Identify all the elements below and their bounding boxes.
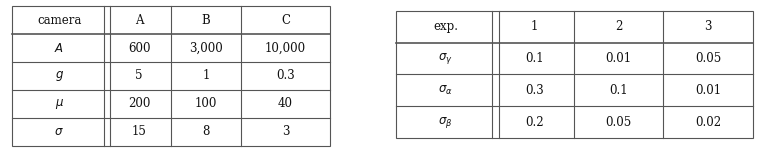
Bar	[396, 11, 753, 138]
Text: $A$: $A$	[55, 41, 65, 55]
Text: $\sigma_{\beta}$: $\sigma_{\beta}$	[439, 115, 453, 130]
Text: $\sigma$: $\sigma$	[55, 125, 65, 138]
Text: 1: 1	[531, 20, 538, 33]
Text: camera: camera	[37, 14, 81, 27]
Text: 8: 8	[202, 125, 210, 138]
Text: 40: 40	[278, 97, 293, 111]
Text: 0.3: 0.3	[276, 69, 295, 83]
Text: 0.1: 0.1	[525, 52, 544, 65]
Text: 0.2: 0.2	[525, 116, 544, 129]
Text: 0.02: 0.02	[695, 116, 721, 129]
Text: B: B	[201, 14, 210, 27]
Text: 200: 200	[127, 97, 151, 111]
Text: 0.05: 0.05	[606, 116, 632, 129]
Text: 100: 100	[195, 97, 217, 111]
Text: 3: 3	[282, 125, 290, 138]
Text: 3,000: 3,000	[189, 41, 223, 55]
Text: $g$: $g$	[55, 69, 64, 83]
Text: 2: 2	[615, 20, 622, 33]
Text: $\sigma_{\gamma}$: $\sigma_{\gamma}$	[439, 51, 453, 66]
Text: 3: 3	[704, 20, 712, 33]
Text: A: A	[134, 14, 144, 27]
Text: 0.3: 0.3	[525, 84, 545, 97]
Text: 1: 1	[202, 69, 210, 83]
Text: 0.01: 0.01	[695, 84, 721, 97]
Text: $\sigma_{\alpha}$: $\sigma_{\alpha}$	[438, 84, 453, 97]
Text: 600: 600	[127, 41, 151, 55]
Bar	[12, 6, 330, 146]
Text: 10,000: 10,000	[265, 41, 306, 55]
Text: 0.05: 0.05	[695, 52, 721, 65]
Text: 5: 5	[135, 69, 143, 83]
Text: 0.01: 0.01	[606, 52, 632, 65]
Text: C: C	[281, 14, 290, 27]
Text: 0.1: 0.1	[609, 84, 628, 97]
Text: 15: 15	[131, 125, 147, 138]
Text: $\mu$: $\mu$	[55, 97, 64, 111]
Text: exp.: exp.	[433, 20, 458, 33]
